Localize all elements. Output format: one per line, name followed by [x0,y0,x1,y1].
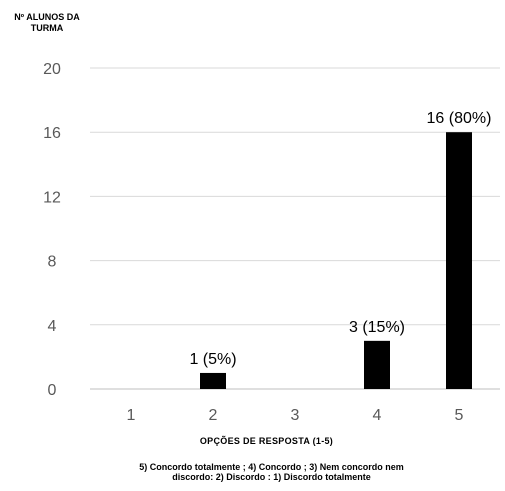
y-axis-ticks: 0 4 8 12 16 20 [43,61,61,399]
legend-line-1: 5) Concordo totalmente ; 4) Concordo ; 3… [139,462,404,472]
y-tick-label: 12 [43,189,61,206]
gridlines [90,67,500,390]
legend-line-2: discordo: 2) Discordo : 1) Discordo tota… [172,472,371,482]
x-tick-label: 3 [291,407,300,424]
y-axis-title-line-1: Nº ALUNOS DA [14,12,80,22]
y-axis-title-line-2: TURMA [30,23,64,33]
y-tick-label: 20 [43,61,61,78]
x-tick-label: 5 [455,407,464,424]
x-tick-label: 1 [127,407,136,424]
data-label: 16 (80%) [427,110,492,127]
legend-note: 5) Concordo totalmente ; 4) Concordo ; 3… [0,462,505,482]
y-tick-label: 4 [48,318,57,335]
y-axis-title: Nº ALUNOS DA TURMA [4,12,90,34]
bar [364,340,390,389]
data-labels: 1 (5%) 3 (15%) 16 (80%) [189,110,491,368]
x-axis-title: OPÇÕES DE RESPOSTA (1-5) [199,436,334,446]
data-label: 1 (5%) [189,351,236,368]
y-tick-label: 16 [43,125,61,142]
bar [446,132,472,389]
x-tick-label: 4 [373,407,382,424]
data-label: 3 (15%) [349,319,405,336]
y-tick-label: 8 [48,254,57,271]
x-axis-ticks: 1 2 3 4 5 [127,407,464,424]
y-tick-label: 0 [48,382,57,399]
x-tick-label: 2 [209,407,218,424]
bars [200,132,472,389]
bar [200,372,226,389]
